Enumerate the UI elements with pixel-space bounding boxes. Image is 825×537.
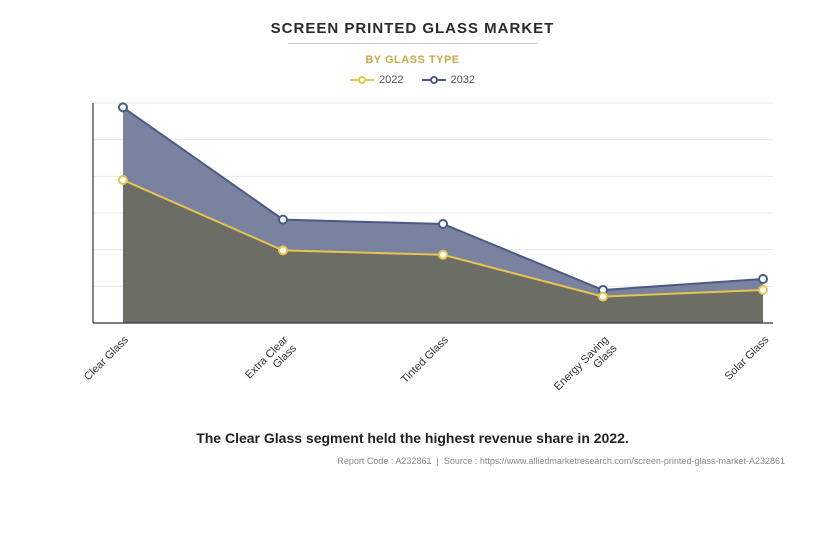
x-axis-label: Tinted Glass: [399, 334, 451, 386]
legend-marker-2022: [350, 75, 374, 85]
legend-marker-2032: [422, 75, 446, 85]
legend-item-2022: 2022: [350, 74, 403, 86]
legend-item-2032: 2032: [422, 74, 475, 86]
x-axis-label: Solar Glass: [722, 334, 771, 383]
chart-area: Clear GlassExtra Clear GlassTinted Glass…: [43, 98, 783, 358]
chart-svg: [43, 98, 783, 328]
source-line: Report Code : A232861 | Source : https:/…: [30, 456, 795, 466]
title-block: SCREEN PRINTED GLASS MARKET BY GLASS TYP…: [30, 20, 795, 66]
caption-text: The Clear Glass segment held the highest…: [30, 430, 795, 446]
legend: 2022 2032: [30, 74, 795, 86]
chart-subtitle: BY GLASS TYPE: [30, 54, 795, 66]
title-underline: [288, 43, 538, 44]
x-axis-label: Energy Saving Glass: [552, 334, 620, 402]
source-label: Source :: [444, 456, 478, 466]
report-code: A232861: [395, 456, 431, 466]
source-text: https://www.alliedmarketresearch.com/scr…: [480, 456, 785, 466]
legend-label: 2022: [379, 74, 403, 86]
legend-label: 2032: [451, 74, 475, 86]
x-axis-label: Extra Clear Glass: [244, 334, 300, 390]
report-code-label: Report Code :: [337, 456, 393, 466]
x-axis-label: Clear Glass: [82, 334, 131, 383]
chart-title: SCREEN PRINTED GLASS MARKET: [30, 20, 795, 37]
